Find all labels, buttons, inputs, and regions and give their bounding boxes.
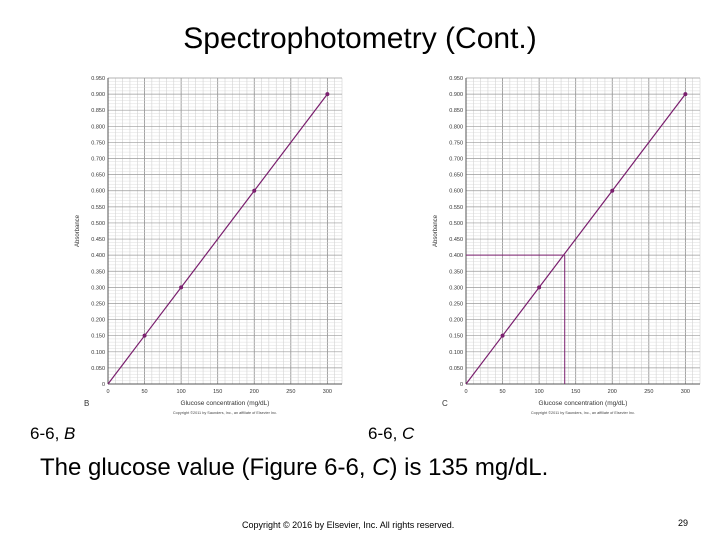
chart-b-panel-letter: B (84, 399, 89, 408)
chart-c-y-tick-label: 0.050 (449, 366, 463, 372)
chart-c-y-tick-label: 0.550 (449, 205, 463, 211)
chart-b-y-tick-label: 0.700 (91, 157, 105, 163)
slide-title: Spectrophotometry (Cont.) (183, 22, 537, 55)
chart-c-y-tick-label: 0 (460, 382, 463, 388)
chart-c-data-point (683, 92, 688, 97)
chart-c-y-tick-label: 0.850 (449, 108, 463, 114)
chart-c-y-tick-label: 0.200 (449, 318, 463, 324)
chart-c-y-tick-label: 0.750 (449, 140, 463, 146)
chart-b-y-tick-label: 0.100 (91, 350, 105, 356)
chart-c-y-tick-label: 0.400 (449, 253, 463, 259)
chart-c-y-tick-label: 0.650 (449, 173, 463, 179)
chart-b-y-tick-label: 0.850 (91, 108, 105, 114)
chart-b-y-tick-label: 0.350 (91, 269, 105, 275)
chart-b-y-tick-label: 0.250 (91, 301, 105, 307)
chart-c-data-point (500, 333, 505, 338)
chart-c-x-tick-label: 50 (500, 389, 506, 395)
caption-b-prefix: 6-6, (30, 424, 65, 443)
chart-c-y-axis-title: Absorbance (433, 214, 439, 247)
chart-c-y-tick-label: 0.950 (449, 76, 463, 82)
chart-c-y-tick-label: 0.300 (449, 285, 463, 291)
chart-b-footer: Copyright ©2011 by Saunders, Inc., an af… (173, 411, 277, 415)
chart-b-y-tick-label: 0.900 (91, 92, 105, 98)
statement-italic: C (372, 454, 390, 481)
chart-panel-b: 0 0.050 0.100 0.150 0.200 0.250 0.300 0.350 0.40… (70, 72, 350, 420)
chart-b-y-tick-label: 0.200 (91, 318, 105, 324)
statement-part2: ) is 135 mg/dL. (389, 454, 549, 481)
chart-b-y-tick-label: 0.150 (91, 334, 105, 340)
caption-c-letter: C (402, 424, 415, 443)
chart-c-footer: Copyright ©2011 by Saunders, Inc., an af… (531, 411, 635, 415)
statement-part1: The glucose value (Figure 6-6, (40, 454, 373, 481)
chart-b-y-tick-label: 0.500 (91, 221, 105, 227)
chart-c-data-point (537, 285, 542, 290)
chart-c-y-tick-label: 0.250 (449, 301, 463, 307)
chart-c-x-tick-label: 300 (681, 389, 690, 395)
chart-b-y-tick-label: 0.400 (91, 253, 105, 259)
chart-c-panel-letter: C (442, 399, 448, 408)
chart-c-data-point (610, 188, 615, 193)
chart-b-y-tick-label: 0.950 (91, 76, 105, 82)
chart-c-x-tick-label: 0 (464, 389, 467, 395)
chart-b-y-tick-label: 0.800 (91, 124, 105, 130)
chart-panel-c: 0 0.050 0.100 0.150 0.200 0.250 0.300 0.350 0.40… (428, 72, 708, 420)
chart-c-x-tick-label: 100 (535, 389, 544, 395)
chart-c-x-axis-title: Glucose concentration (mg/dL) (539, 400, 628, 407)
chart-c-y-tick-label: 0.150 (449, 334, 463, 340)
chart-c-y-tick-label: 0.700 (449, 157, 463, 163)
chart-b-data-point (325, 92, 330, 97)
chart-c-x-tick-label: 250 (644, 389, 653, 395)
chart-b-x-tick-label: 150 (213, 389, 222, 395)
chart-b-svg: 0 0.050 0.100 0.150 0.200 0.250 0.300 0.350 0.40… (75, 76, 343, 415)
chart-b-x-tick-label: 100 (177, 389, 186, 395)
chart-b-y-tick-label: 0.750 (91, 140, 105, 146)
copyright-notice: Copyright © 2016 by Elsevier, Inc. All r… (242, 520, 455, 530)
chart-b-y-tick-label: 0.050 (91, 366, 105, 372)
chart-b-data-point (252, 188, 257, 193)
chart-c-y-tick-label: 0.600 (449, 189, 463, 195)
chart-b-x-tick-label: 0 (106, 389, 109, 395)
chart-b-y-tick-label: 0.600 (91, 189, 105, 195)
chart-c-svg: 0 0.050 0.100 0.150 0.200 0.250 0.300 0.350 0.40… (433, 76, 701, 415)
chart-b-y-tick-label: 0 (102, 382, 105, 388)
chart-c-y-tick-label: 0.350 (449, 269, 463, 275)
chart-c-y-tick-label: 0.500 (449, 221, 463, 227)
chart-c-y-tick-label: 0.100 (449, 350, 463, 356)
chart-b-x-tick-label: 200 (250, 389, 259, 395)
chart-b-y-tick-label: 0.450 (91, 237, 105, 243)
chart-b-y-axis-title: Absorbance (75, 214, 81, 247)
chart-c-y-tick-label: 0.800 (449, 124, 463, 130)
chart-c-x-tick-label: 200 (608, 389, 617, 395)
glucose-statement: The glucose value (Figure 6-6, C) is 135… (40, 454, 548, 482)
chart-b-data-point (142, 333, 147, 338)
caption-c: 6-6, C (368, 424, 414, 444)
caption-b-letter: B (64, 424, 76, 443)
chart-b-x-tick-label: 250 (286, 389, 295, 395)
chart-b-y-tick-label: 0.550 (91, 205, 105, 211)
caption-b: 6-6, B (30, 424, 75, 444)
chart-b-x-tick-label: 50 (142, 389, 148, 395)
chart-b-x-tick-label: 300 (323, 389, 332, 395)
chart-b-y-tick-label: 0.650 (91, 173, 105, 179)
chart-c-y-tick-label: 0.450 (449, 237, 463, 243)
chart-c-x-tick-label: 150 (571, 389, 580, 395)
chart-c-y-tick-label: 0.900 (449, 92, 463, 98)
chart-b-data-point (179, 285, 184, 290)
page-number: 29 (678, 518, 689, 528)
chart-b-y-tick-label: 0.300 (91, 285, 105, 291)
caption-c-prefix: 6-6, (368, 424, 403, 443)
chart-b-x-axis-title: Glucose concentration (mg/dL) (181, 400, 270, 407)
